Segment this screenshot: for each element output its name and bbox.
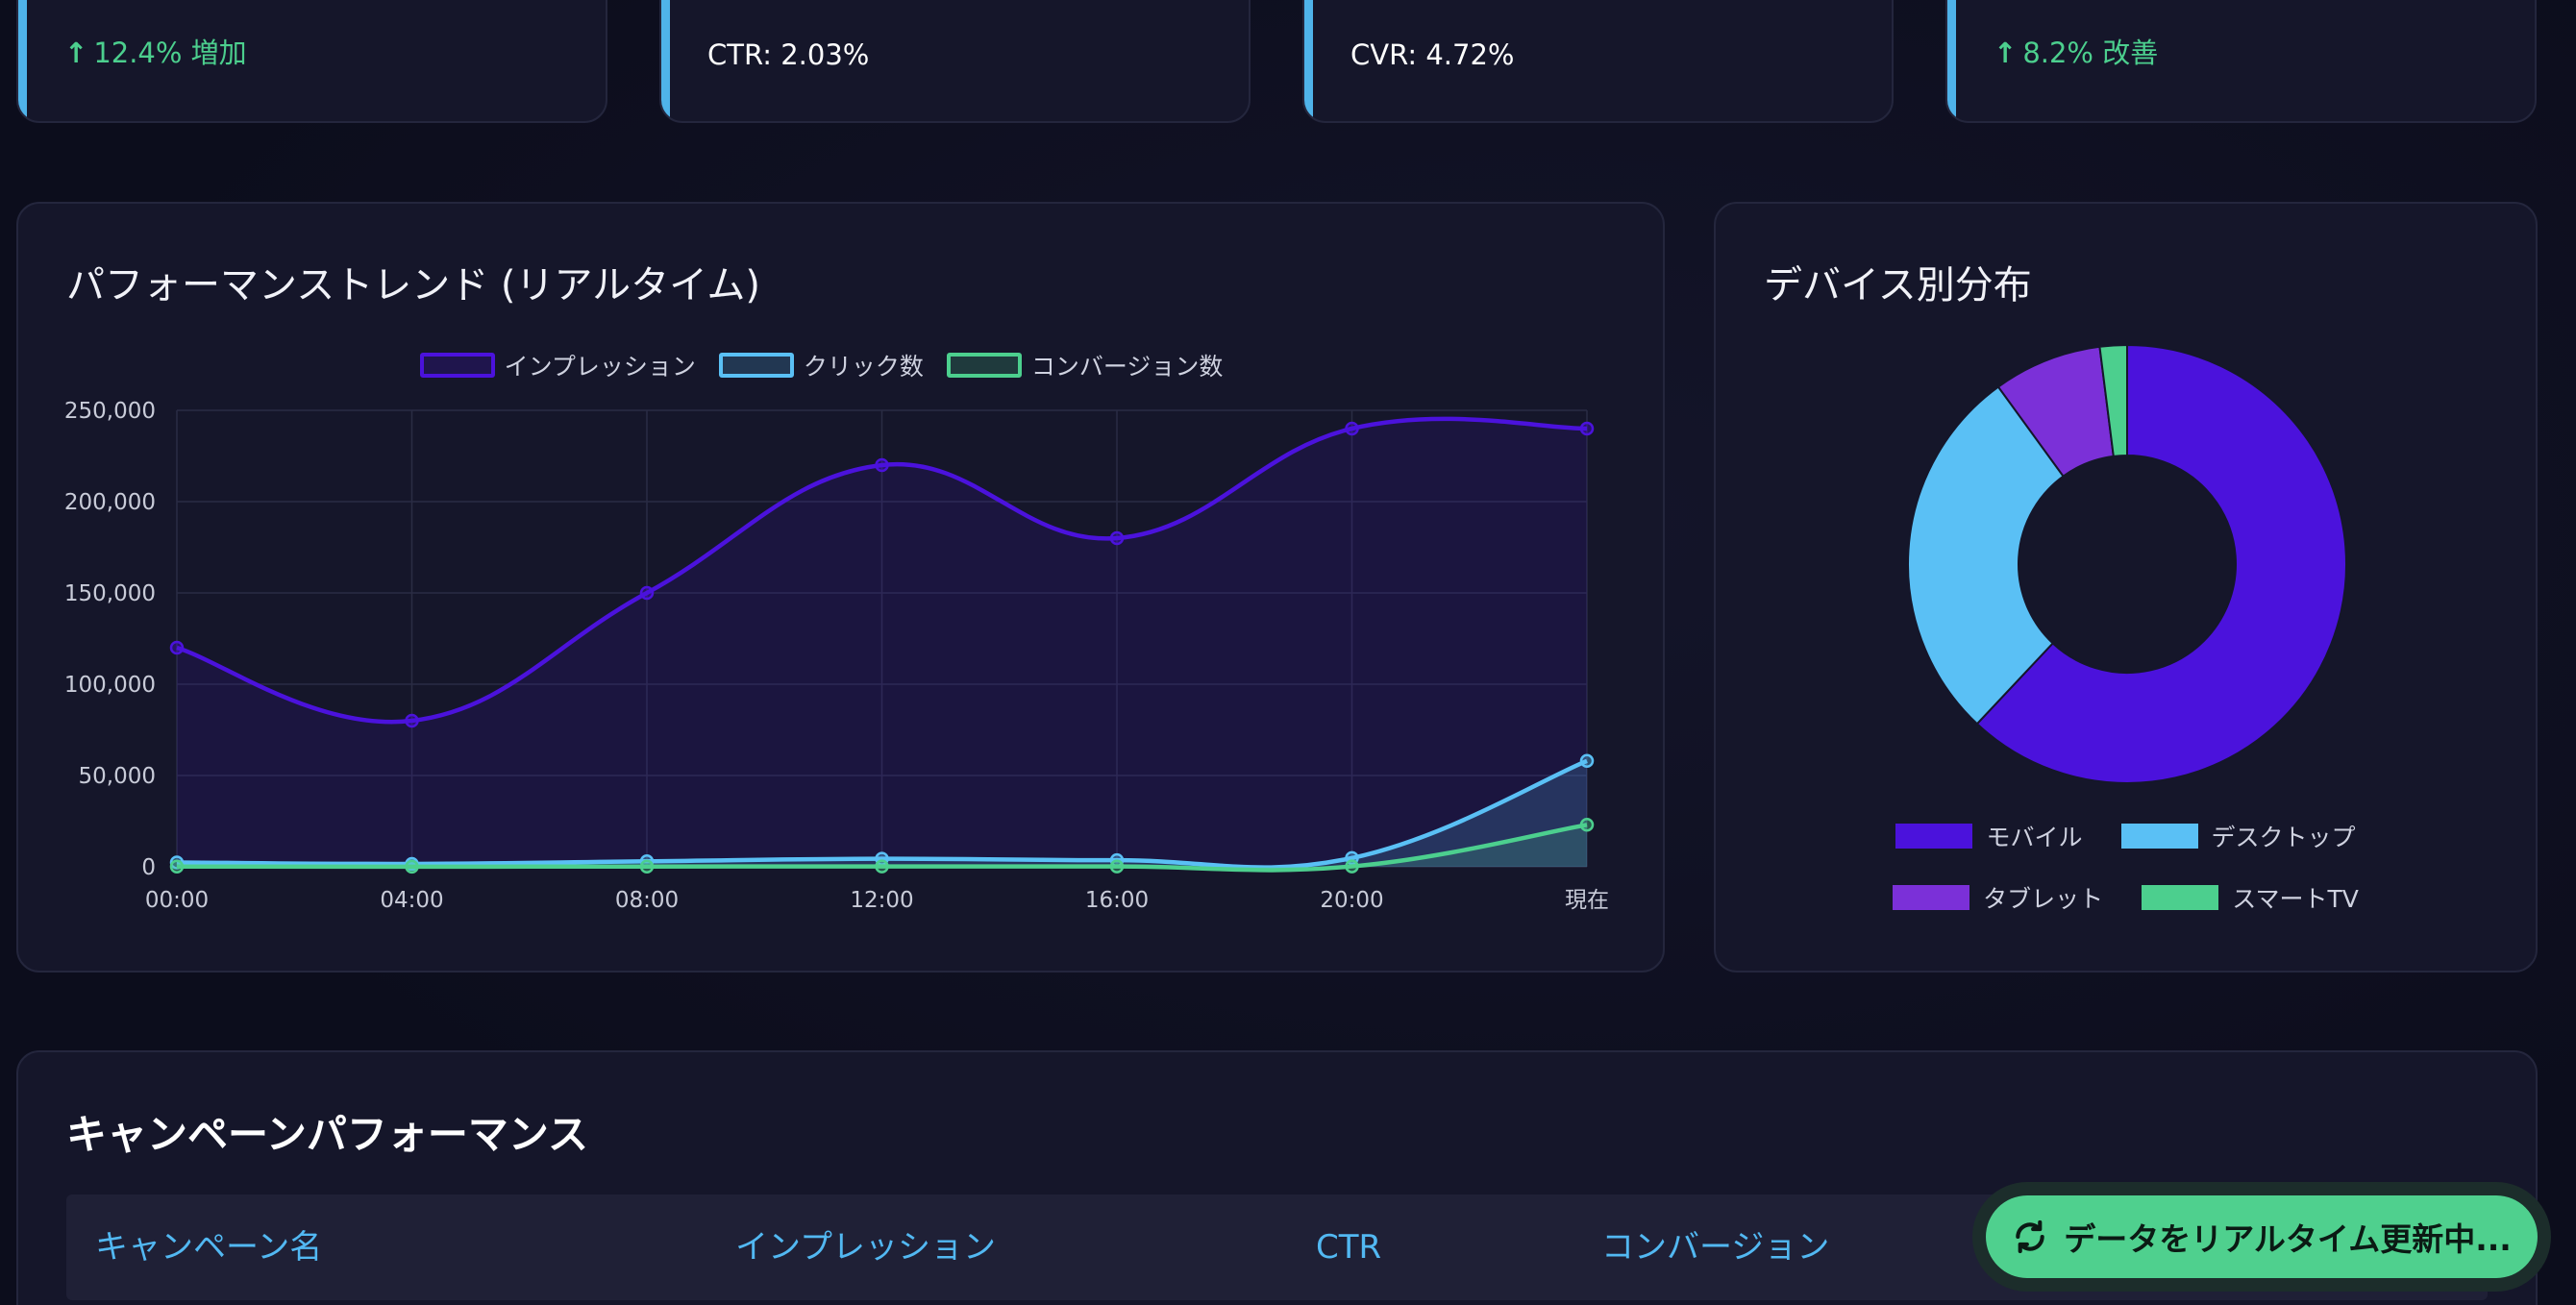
y-tick-label: 200,000 [64,490,156,515]
kpi-card-impressions: ↑ 12.4% 増加 [16,0,607,123]
y-tick-label: 250,000 [64,399,156,424]
live-update-inner: データをリアルタイム更新中... [1986,1195,2538,1278]
x-tick-label: 16:00 [1085,888,1149,913]
y-tick-label: 0 [141,855,156,880]
live-update-label: データをリアルタイム更新中... [2064,1220,2512,1258]
legend-label: インプレッション [504,353,696,381]
kpi-card-roi: ↑ 8.2% 改善 [1945,0,2537,123]
arrow-up-icon: ↑ [64,37,88,69]
x-tick-label: 04:00 [380,888,443,913]
data-point[interactable] [169,640,185,655]
pie-slice[interactable] [1907,385,2065,726]
data-point[interactable] [405,859,419,874]
data-point[interactable] [1579,753,1595,769]
x-tick-label: 00:00 [145,888,209,913]
series-area [177,418,1587,867]
column-header-campaign-name[interactable]: キャンペーン名 [95,1228,323,1267]
legend-swatch [2142,885,2219,910]
kpi-ctr: CTR: 2.03% [707,38,870,71]
trend-chart: 0 50,000 100,000 150,000 200,000 250,000 00:00… [64,399,1609,913]
legend-swatch [1895,824,1973,849]
series-line [176,758,1588,870]
data-point[interactable] [1109,530,1125,546]
series-line [176,416,1588,725]
legend-swatch [1893,885,1970,910]
live-update-button[interactable]: データをリアルタイム更新中... [1972,1182,2551,1292]
legend-label: デスクトップ [2211,824,2356,851]
data-point[interactable] [169,859,185,874]
device-panel: デバイス別分布 モバイル デスクトップ タブレット [1714,202,2538,973]
device-donut-chart [1907,343,2347,784]
kpi-card-clicks: CTR: 2.03% [659,0,1251,123]
legend-swatch [946,353,1022,378]
legend-label: コンバージョン数 [1030,353,1224,381]
x-tick-label: 20:00 [1320,888,1383,913]
legend-label: クリック数 [803,353,924,381]
legend-item-mobile[interactable]: モバイル [1895,819,2083,853]
device-title: デバイス別分布 [1764,263,2032,308]
data-point[interactable] [1345,421,1359,436]
data-point[interactable] [1579,421,1595,436]
arrow-up-icon: ↑ [1994,37,2018,69]
device-legend: モバイル デスクトップ タブレット スマートTV [1716,819,2536,942]
data-point[interactable] [875,457,889,473]
data-point[interactable] [405,713,419,728]
legend-item-tablet[interactable]: タブレット [1893,880,2103,915]
x-tick-label: 08:00 [615,888,679,913]
kpi-change: ↑ 8.2% 改善 [1994,37,2159,69]
kpi-change: ↑ 12.4% 増加 [64,37,247,69]
legend-label: モバイル [1986,824,2083,851]
column-header-impressions[interactable]: インプレッション [735,1228,996,1267]
y-tick-label: 50,000 [79,764,156,789]
legend-item-clicks[interactable]: クリック数 [718,348,924,382]
trend-panel: パフォーマンストレンド (リアルタイム) インプレッション クリック数 コンバー… [16,202,1665,973]
legend-item-conversions[interactable]: コンバージョン数 [946,348,1224,382]
y-tick-label: 100,000 [64,673,156,698]
kpi-row: ↑ 12.4% 増加 CTR: 2.03% CVR: 4.72% ↑ 8.2% 改善 [16,0,2538,123]
column-header-conversions[interactable]: コンバージョン [1601,1228,1830,1267]
legend-swatch [718,353,794,378]
data-point[interactable] [875,859,889,874]
legend-label: タブレット [1983,885,2104,913]
legend-item-impressions[interactable]: インプレッション [419,348,696,382]
data-point[interactable] [1579,818,1595,832]
legend-swatch [2120,824,2198,849]
legend-item-desktop[interactable]: デスクトップ [2120,819,2356,853]
campaign-title: キャンペーンパフォーマンス [66,1111,589,1158]
y-tick-label: 150,000 [64,581,156,606]
trend-legend: インプレッション クリック数 コンバージョン数 [18,348,1663,382]
legend-item-smart-tv[interactable]: スマートTV [2142,880,2359,915]
refresh-icon [2016,1219,2044,1254]
trend-title: パフォーマンストレンド (リアルタイム) [66,263,760,308]
pie-slice[interactable] [2098,343,2128,458]
column-header-ctr[interactable]: CTR [1316,1228,1382,1267]
pie-slice[interactable] [1975,343,2347,784]
kpi-card-conversions: CVR: 4.72% [1302,0,1894,123]
series-area [177,760,1587,868]
data-point[interactable] [1345,859,1359,874]
kpi-cvr: CVR: 4.72% [1350,38,1515,71]
data-point[interactable] [639,585,655,601]
series-area [177,825,1587,871]
series-line [176,823,1588,873]
x-tick-label: 12:00 [850,888,913,913]
x-tick-label: 現在 [1565,888,1609,913]
data-point[interactable] [1109,859,1125,874]
legend-swatch [419,353,495,378]
data-point[interactable] [639,859,655,874]
legend-label: スマートTV [2232,885,2359,913]
